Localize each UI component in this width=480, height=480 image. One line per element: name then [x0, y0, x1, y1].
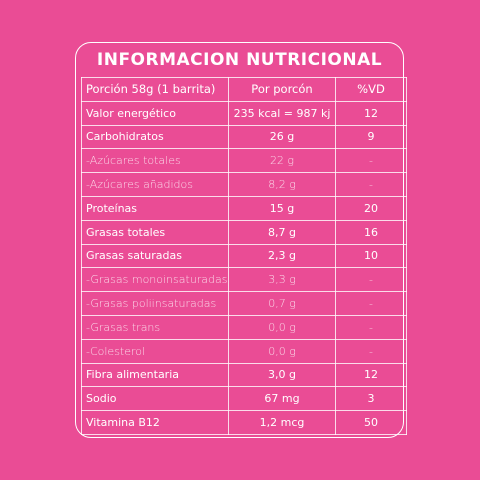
nutrient-name: Grasas totales — [81, 219, 229, 245]
table-row: -Azúcares añadidos 8,2 g- — [81, 172, 407, 197]
nutrient-amount: 3,0 g — [228, 362, 336, 388]
table-row: Grasas totales 8,7 g 16 — [81, 219, 407, 245]
nutrient-name: Grasas saturadas — [81, 243, 229, 269]
nutrient-daily-value: 16 — [335, 219, 407, 245]
nutrient-amount: 0,0 g — [228, 314, 336, 340]
nutrient-daily-value: 20 — [335, 195, 407, 221]
nutrient-name: -Azúcares añadidos — [81, 172, 229, 197]
nutrient-daily-value: - — [335, 291, 407, 316]
panel-title: INFORMACION NUTRICIONAL — [96, 50, 383, 70]
table-row: -Grasas poliinsaturadas 0,7 g- — [81, 291, 407, 316]
header-per-serving: Por porcón — [228, 77, 336, 102]
nutrient-amount: 2,3 g — [228, 243, 336, 269]
table-row: Valor energético 235 kcal = 987 kj 12 — [81, 100, 407, 126]
nutrient-name: -Grasas poliinsaturadas — [81, 291, 229, 316]
table-row: -Azúcares totales 22 g- — [81, 148, 407, 174]
nutrient-daily-value: - — [335, 172, 407, 197]
table-row: Proteínas 15 g 20 — [81, 195, 407, 221]
nutrient-name: Proteínas — [81, 195, 229, 221]
nutrient-name: Fibra alimentaria — [81, 362, 229, 388]
nutrient-name: Carbohidratos — [81, 124, 229, 150]
nutrient-daily-value: - — [335, 338, 407, 364]
table-row: Sodio 67 mg 3 — [81, 386, 407, 412]
nutrient-amount: 8,2 g — [228, 172, 336, 197]
nutrient-daily-value: - — [335, 267, 407, 293]
table-header-row: Porción 58g (1 barrita) Por porcón %VD — [81, 77, 407, 102]
nutrient-daily-value: - — [335, 148, 407, 174]
nutrient-name: -Grasas trans — [81, 314, 229, 340]
table-row: Grasas saturadas 2,3 g 10 — [81, 243, 407, 269]
nutrient-daily-value: 50 — [335, 410, 407, 435]
nutrient-amount: 235 kcal = 987 kj — [228, 100, 336, 126]
nutrient-amount: 67 mg — [228, 386, 336, 412]
nutrition-panel: INFORMACION NUTRICIONAL Porción 58g (1 b… — [75, 42, 407, 438]
header-daily-value: %VD — [335, 77, 407, 102]
nutrient-amount: 8,7 g — [228, 219, 336, 245]
nutrient-name: Valor energético — [81, 100, 229, 126]
nutrient-amount: 15 g — [228, 195, 336, 221]
nutrient-amount: 3,3 g — [228, 267, 336, 293]
nutrient-name: Sodio — [81, 386, 229, 412]
nutrient-amount: 1,2 mcg — [228, 410, 336, 435]
nutrient-daily-value: 9 — [335, 124, 407, 150]
nutrition-table: Porción 58g (1 barrita) Por porcón %VD V… — [81, 77, 407, 435]
nutrient-amount: 0,7 g — [228, 291, 336, 316]
nutrient-name: Vitamina B12 — [81, 410, 229, 435]
table-row: Fibra alimentaria 3,0 g 12 — [81, 362, 407, 388]
nutrient-daily-value: 12 — [335, 362, 407, 388]
nutrient-amount: 0,0 g — [228, 338, 336, 364]
table-row: Vitamina B12 1,2 mcg 50 — [81, 410, 407, 435]
nutrient-daily-value: 12 — [335, 100, 407, 126]
table-row: -Grasas monoinsaturadas 3,3 g- — [81, 267, 407, 293]
nutrient-name: -Azúcares totales — [81, 148, 229, 174]
nutrient-name: -Colesterol — [81, 338, 229, 364]
header-portion: Porción 58g (1 barrita) — [81, 77, 229, 102]
nutrient-name: -Grasas monoinsaturadas — [81, 267, 229, 293]
nutrient-daily-value: - — [335, 314, 407, 340]
nutrient-amount: 22 g — [228, 148, 336, 174]
table-row: -Grasas trans 0,0 g- — [81, 314, 407, 340]
nutrient-daily-value: 3 — [335, 386, 407, 412]
table-row: -Colesterol 0,0 g- — [81, 338, 407, 364]
nutrient-amount: 26 g — [228, 124, 336, 150]
nutrient-daily-value: 10 — [335, 243, 407, 269]
